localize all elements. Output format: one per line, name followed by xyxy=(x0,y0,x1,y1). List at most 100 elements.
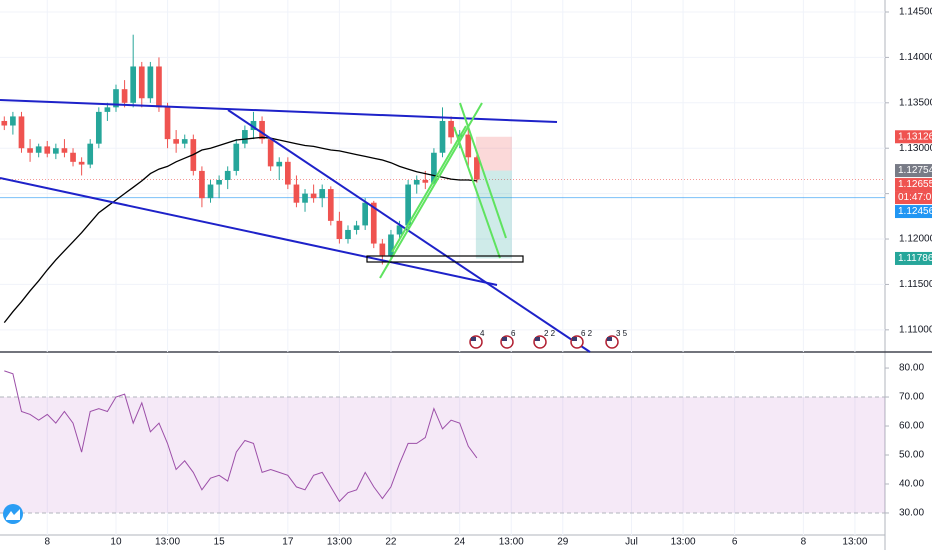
x-tick-label: 13:00 xyxy=(842,537,867,548)
candle-body xyxy=(95,111,102,144)
candle-body xyxy=(53,148,59,154)
x-tick-label: 13:00 xyxy=(327,537,352,548)
candle-body xyxy=(396,225,403,235)
price-tag-bg xyxy=(895,130,932,144)
candle-body xyxy=(345,229,351,240)
price-tag-bg xyxy=(895,205,932,219)
x-tick-label: 17 xyxy=(282,537,294,548)
price-tag: 1.13126 xyxy=(895,130,932,144)
x-tick-label: Jul xyxy=(625,537,638,548)
y-tick-label: 1.13500 xyxy=(899,97,932,108)
x-tick-label: 8 xyxy=(801,537,807,548)
x-tick-label: 22 xyxy=(385,537,397,548)
trend-line xyxy=(0,177,498,286)
candle-body xyxy=(121,89,128,103)
candle-body xyxy=(353,225,360,230)
candle-body xyxy=(267,139,274,167)
candle-body xyxy=(1,120,8,126)
target-zone xyxy=(475,170,512,259)
candle-body xyxy=(422,179,429,183)
candle-body xyxy=(327,189,334,221)
candle-body xyxy=(370,202,377,244)
candle-body xyxy=(319,189,326,199)
candle-body xyxy=(104,107,111,112)
candle-body xyxy=(439,120,446,153)
price-tag: 1.11786 xyxy=(895,251,932,265)
candle-body xyxy=(224,170,231,180)
price-tag: 1.12456 xyxy=(895,205,932,219)
x-tick-label: 13:00 xyxy=(499,537,524,548)
trend-line xyxy=(453,126,501,259)
event-flag-canton xyxy=(607,337,612,341)
countdown-bg xyxy=(895,191,932,205)
candle-body xyxy=(362,202,369,226)
event-icon: 6 xyxy=(500,329,516,349)
trend-line xyxy=(0,99,558,123)
event-count: 3 5 xyxy=(616,329,628,338)
candle-body xyxy=(474,157,480,180)
event-count: 6 xyxy=(511,329,516,338)
y-tick-label: 1.14000 xyxy=(899,52,932,63)
event-icon: 4 xyxy=(469,329,485,349)
candle-body xyxy=(87,143,94,165)
event-count: 4 xyxy=(480,329,485,338)
candle-body xyxy=(216,179,222,185)
candle-body xyxy=(285,161,291,185)
candle-body xyxy=(173,139,179,144)
x-tick-label: 29 xyxy=(557,537,569,548)
x-tick-label: 13:00 xyxy=(155,537,180,548)
candle-body xyxy=(336,220,343,240)
price-tag-label: 1.12754 xyxy=(898,165,932,176)
candle-body xyxy=(465,134,472,158)
y-tick-label: 1.14500 xyxy=(899,7,932,18)
candle-body xyxy=(293,184,300,203)
x-tick-label: 8 xyxy=(44,537,50,548)
rsi-line xyxy=(4,370,478,503)
candle-body xyxy=(448,120,454,138)
candle-body xyxy=(233,143,240,171)
candle-body xyxy=(302,193,308,203)
price-tag-label: 1.12456 xyxy=(898,206,932,217)
candle-body xyxy=(113,89,119,108)
trend-line xyxy=(459,102,507,239)
event-icon: 6 2 xyxy=(570,329,593,349)
trend-line xyxy=(391,125,467,253)
candle-body xyxy=(10,116,16,126)
candle-body xyxy=(156,66,162,108)
candle-body xyxy=(276,161,283,167)
y-tick-label: 1.11000 xyxy=(899,324,932,335)
y-tick-label: 70.00 xyxy=(899,392,924,403)
candle-body xyxy=(388,234,394,256)
countdown-label: 01:47:02 xyxy=(898,192,932,203)
drawings xyxy=(0,99,591,353)
candle-body xyxy=(164,107,171,140)
event-flag-canton xyxy=(535,337,540,341)
y-tick-label: 60.00 xyxy=(899,421,924,432)
rsi-band xyxy=(0,397,885,513)
candle-body xyxy=(130,66,137,103)
candle-body xyxy=(310,193,317,199)
candle-body xyxy=(44,146,51,154)
rectangle xyxy=(366,255,524,263)
y-tick-label: 80.00 xyxy=(899,363,924,374)
y-tick-label: 40.00 xyxy=(899,479,924,490)
candle-body xyxy=(181,139,188,144)
logo xyxy=(3,504,23,524)
event-count: 2 2 xyxy=(544,329,556,338)
y-tick-label: 1.12000 xyxy=(899,234,932,245)
price-tag: 1.12655 01:47:02 xyxy=(895,178,932,205)
event-flag-canton xyxy=(572,337,577,341)
x-tick-label: 24 xyxy=(454,537,466,548)
event-flag-canton xyxy=(471,337,476,341)
candle-body xyxy=(18,116,25,149)
candle-body xyxy=(61,148,68,153)
candle-body xyxy=(259,120,265,140)
trend-line xyxy=(379,102,483,279)
price-tag-bg xyxy=(895,164,932,178)
price-tag-bg xyxy=(895,178,932,192)
y-tick-label: 50.00 xyxy=(899,450,924,461)
event-icon: 2 2 xyxy=(533,329,556,349)
candle-body xyxy=(207,184,214,199)
